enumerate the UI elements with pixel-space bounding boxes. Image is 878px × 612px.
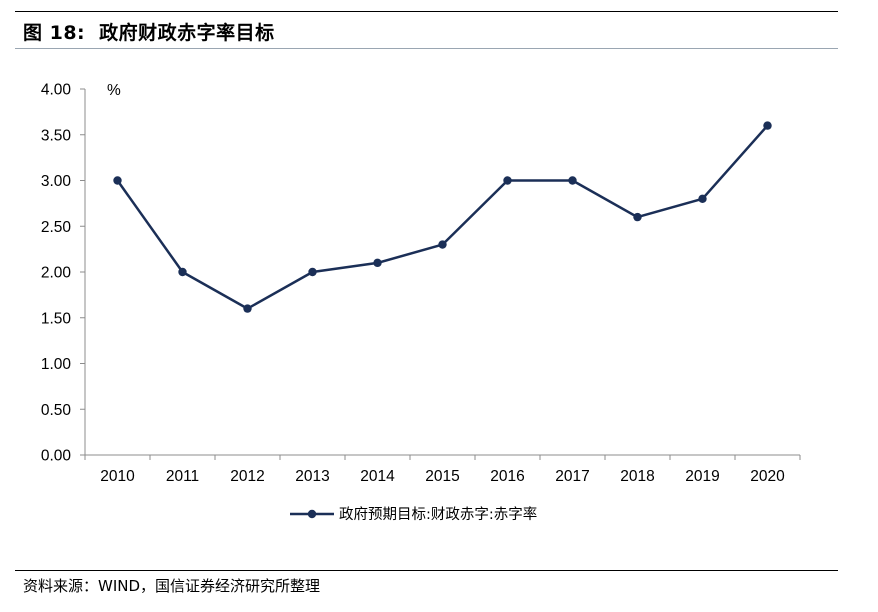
series-group — [113, 121, 772, 313]
bottom-rule — [15, 570, 838, 571]
legend-marker — [307, 509, 317, 519]
y-tick-label: 4.00 — [41, 82, 72, 99]
data-point — [113, 176, 122, 185]
x-tick-label: 2020 — [750, 468, 785, 485]
x-tick-label: 2015 — [425, 468, 459, 485]
figure-title-text: 政府财政赤字率目标 — [99, 21, 275, 44]
y-tick-label: 0.00 — [41, 448, 72, 465]
y-axis-unit: % — [107, 82, 121, 99]
y-tick-label: 2.00 — [41, 265, 72, 282]
source-note: 资料来源：WIND，国信证券经济研究所整理 — [23, 577, 321, 595]
data-point — [763, 121, 772, 130]
data-point — [568, 176, 577, 185]
x-tick-label: 2011 — [166, 468, 199, 485]
data-point — [373, 258, 382, 268]
x-tick-labels: 2010 2011 2012 2013 2014 2015 2016 2017 2018 2019… — [100, 468, 785, 485]
top-rule — [15, 11, 838, 12]
y-tick-label: 1.00 — [41, 356, 72, 373]
legend-label: 政府预期目标:财政赤字:赤字率 — [339, 506, 537, 523]
x-tick-label: 2010 — [100, 468, 135, 485]
data-point — [243, 304, 252, 313]
data-point — [308, 267, 317, 277]
data-point — [698, 194, 707, 203]
y-tick-labels: 0.00 0.50 1.00 1.50 2.00 2.50 3.00 3.50 4.00 — [41, 82, 72, 465]
x-tick-label: 2012 — [230, 468, 264, 485]
x-tick-label: 2016 — [490, 468, 524, 485]
x-tick-label: 2018 — [620, 468, 654, 485]
data-point — [438, 240, 447, 249]
figure-title: 图 18: 政府财政赤字率目标 — [23, 16, 275, 46]
data-point — [633, 212, 642, 222]
x-tick-label: 2013 — [295, 468, 329, 485]
x-tick-label: 2014 — [360, 468, 395, 485]
legend: 政府预期目标:财政赤字:赤字率 — [290, 506, 537, 523]
chart-axes — [80, 88, 801, 460]
data-point — [503, 176, 512, 185]
series-line — [116, 124, 769, 310]
data-point — [178, 267, 187, 277]
figure-number: 图 18: — [23, 21, 86, 44]
title-rule — [15, 48, 838, 49]
y-tick-label: 3.00 — [41, 173, 72, 190]
y-tick-label: 0.50 — [41, 402, 72, 419]
y-tick-label: 1.50 — [41, 310, 72, 327]
y-tick-label: 2.50 — [41, 219, 72, 236]
x-tick-label: 2019 — [685, 468, 719, 485]
y-tick-label: 3.50 — [41, 127, 72, 144]
x-tick-label: 2017 — [555, 468, 589, 485]
